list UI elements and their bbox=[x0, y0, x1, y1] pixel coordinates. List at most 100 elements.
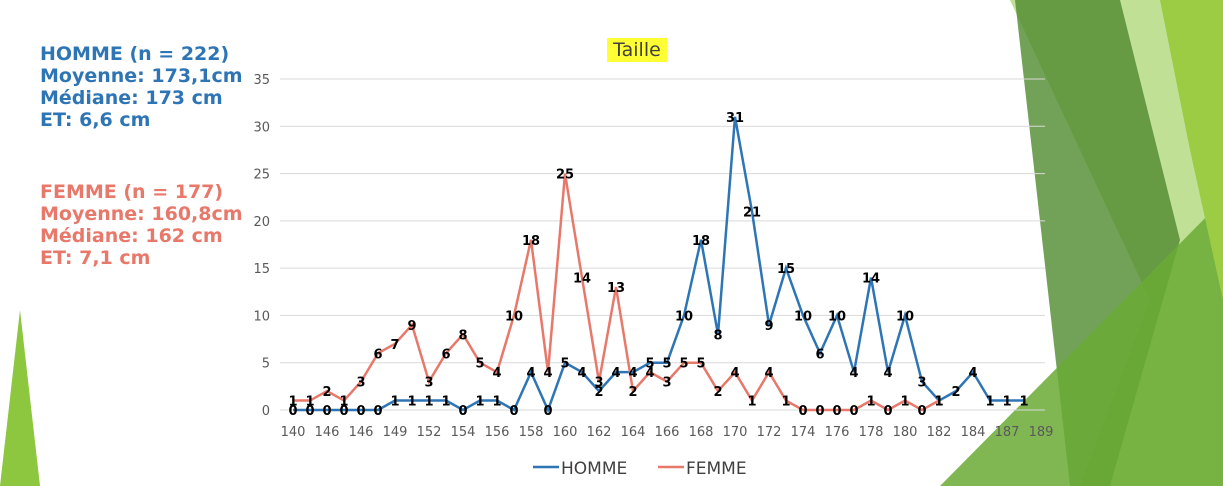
data-label: 1 bbox=[492, 395, 501, 410]
data-label: 4 bbox=[543, 366, 552, 381]
x-tick-label: 146 bbox=[315, 425, 340, 440]
data-label: 5 bbox=[560, 357, 569, 372]
data-label: 3 bbox=[424, 376, 433, 391]
data-label: 5 bbox=[679, 357, 688, 372]
data-label: 1 bbox=[407, 395, 416, 410]
stat-line: ET: 6,6 cm bbox=[40, 109, 150, 131]
data-label: 0 bbox=[288, 404, 297, 419]
stat-line: Moyenne: 160,8cm bbox=[40, 203, 243, 225]
data-label: 7 bbox=[390, 338, 399, 353]
decor bbox=[940, 200, 1223, 486]
data-label: 10 bbox=[828, 309, 846, 324]
data-label: 18 bbox=[692, 234, 710, 249]
data-label: 0 bbox=[832, 404, 841, 419]
stat-line: FEMME (n = 177) bbox=[40, 181, 223, 203]
y-tick-label: 30 bbox=[253, 120, 270, 135]
data-label: 0 bbox=[509, 404, 518, 419]
y-tick-label: 10 bbox=[253, 309, 270, 324]
data-label: 0 bbox=[373, 404, 382, 419]
x-tick-label: 168 bbox=[689, 425, 714, 440]
data-label: 10 bbox=[794, 309, 812, 324]
data-label: 0 bbox=[458, 404, 467, 419]
data-label: 13 bbox=[607, 281, 625, 296]
stat-line: Moyenne: 173,1cm bbox=[40, 65, 243, 87]
stat-line: HOMME (n = 222) bbox=[40, 43, 229, 65]
data-label: 4 bbox=[968, 366, 977, 381]
x-tick-label: 189 bbox=[1029, 425, 1054, 440]
line-series bbox=[293, 116, 1024, 414]
data-label: 5 bbox=[662, 357, 671, 372]
data-label: 4 bbox=[764, 366, 773, 381]
data-label: 9 bbox=[764, 319, 773, 334]
data-label: 0 bbox=[917, 404, 926, 419]
data-label: 0 bbox=[339, 404, 348, 419]
decor bbox=[0, 310, 40, 486]
x-tick-label: 172 bbox=[757, 425, 782, 440]
data-label: 4 bbox=[730, 366, 739, 381]
data-label: 0 bbox=[798, 404, 807, 419]
data-label: 14 bbox=[573, 272, 591, 287]
data-label: 1 bbox=[1002, 395, 1011, 410]
x-tick-label: 160 bbox=[553, 425, 578, 440]
data-label: 4 bbox=[526, 366, 535, 381]
data-label: 1 bbox=[985, 395, 994, 410]
data-label: 3 bbox=[594, 376, 603, 391]
data-label: 1 bbox=[390, 395, 399, 410]
legend-label: FEMME bbox=[686, 459, 747, 479]
y-tick-label: 15 bbox=[253, 262, 270, 277]
data-label: 0 bbox=[322, 404, 331, 419]
y-tick-label: 5 bbox=[262, 357, 270, 372]
data-label: 4 bbox=[577, 366, 586, 381]
chart-title: Taille bbox=[612, 39, 661, 61]
data-label: 2 bbox=[628, 385, 637, 400]
y-tick-label: 20 bbox=[253, 215, 270, 230]
title-highlight bbox=[607, 38, 667, 62]
x-tick-label: 176 bbox=[825, 425, 850, 440]
data-label: 1 bbox=[1019, 395, 1028, 410]
line-series bbox=[293, 173, 940, 412]
data-label: 2 bbox=[713, 385, 722, 400]
data-label: 15 bbox=[777, 262, 795, 277]
x-tick-label: 152 bbox=[417, 425, 442, 440]
data-label: 1 bbox=[781, 395, 790, 410]
x-tick-label: 154 bbox=[451, 425, 476, 440]
data-label: 4 bbox=[611, 366, 620, 381]
x-tick-label: 170 bbox=[723, 425, 748, 440]
data-label: 18 bbox=[522, 234, 540, 249]
x-tick-label: 156 bbox=[485, 425, 510, 440]
data-label: 5 bbox=[475, 357, 484, 372]
x-tick-label: 149 bbox=[383, 425, 408, 440]
stats-panel: HOMME (n = 222)Moyenne: 173,1cmMédiane: … bbox=[40, 43, 243, 269]
data-label: 31 bbox=[726, 111, 744, 126]
data-label: 1 bbox=[339, 395, 348, 410]
data-label: 8 bbox=[713, 328, 722, 343]
stat-line: Médiane: 173 cm bbox=[40, 87, 223, 109]
data-label: 6 bbox=[441, 347, 450, 362]
data-label: 25 bbox=[556, 168, 574, 183]
data-label: 6 bbox=[373, 347, 382, 362]
data-label: 21 bbox=[743, 205, 761, 220]
data-label: 10 bbox=[675, 309, 693, 324]
legend-label: HOMME bbox=[561, 459, 627, 479]
data-label: 4 bbox=[645, 366, 654, 381]
data-label: 14 bbox=[862, 272, 880, 287]
data-label: 1 bbox=[424, 395, 433, 410]
data-label: 3 bbox=[917, 376, 926, 391]
data-label: 1 bbox=[305, 395, 314, 410]
data-label: 1 bbox=[866, 395, 875, 410]
data-label: 1 bbox=[441, 395, 450, 410]
data-label: 2 bbox=[951, 385, 960, 400]
y-tick-label: 0 bbox=[262, 404, 270, 419]
data-label: 1 bbox=[288, 395, 297, 410]
data-label: 1 bbox=[934, 395, 943, 410]
stat-line: ET: 7,1 cm bbox=[40, 247, 150, 269]
data-label: 0 bbox=[815, 404, 824, 419]
data-label: 3 bbox=[662, 376, 671, 391]
data-label: 6 bbox=[815, 347, 824, 362]
data-label: 1 bbox=[475, 395, 484, 410]
data-label: 4 bbox=[883, 366, 892, 381]
data-label: 10 bbox=[896, 309, 914, 324]
data-label: 1 bbox=[900, 395, 909, 410]
